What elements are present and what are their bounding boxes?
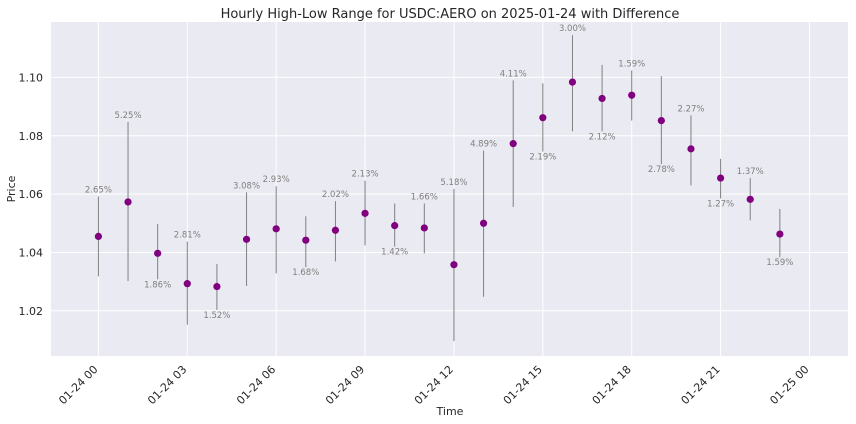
y-axis-ticks: 1.02 1.04 1.06 1.08 1.10: [19, 71, 44, 317]
price-point: [331, 226, 340, 234]
range-percent-label: 1.27%: [707, 199, 734, 209]
range-percent-label: 5.18%: [440, 178, 467, 188]
chart-title: Hourly High-Low Range for USDC:AERO on 2…: [221, 7, 680, 22]
price-point: [568, 78, 577, 86]
price-point: [539, 114, 547, 122]
range-percent-label: 2.12%: [589, 132, 616, 142]
range-percent-label: 2.19%: [529, 153, 556, 163]
range-percent-label: 4.89%: [470, 140, 497, 150]
price-points: [94, 78, 784, 291]
price-point: [657, 116, 665, 125]
y-tick-label: 1.06: [19, 188, 44, 201]
x-tick-label: 01-24 15: [501, 363, 545, 407]
x-tick-label: 01-24 03: [145, 363, 189, 407]
price-point: [302, 236, 310, 244]
price-point: [509, 140, 517, 148]
y-tick-label: 1.02: [19, 305, 44, 318]
price-point: [154, 249, 162, 257]
range-percent-label: 2.02%: [322, 190, 349, 200]
range-percent-label: 1.52%: [203, 311, 230, 321]
plot-background: [51, 22, 848, 356]
price-point: [598, 94, 606, 103]
price-point: [94, 232, 103, 241]
range-percent-label: 3.08%: [233, 181, 260, 191]
range-percent-label: 1.86%: [144, 280, 171, 290]
range-percent-label: 1.59%: [618, 59, 645, 69]
range-percent-label: 1.37%: [737, 167, 764, 177]
price-point: [479, 219, 488, 227]
x-tick-label: 01-24 12: [412, 363, 456, 407]
range-percent-label: 2.13%: [352, 170, 379, 180]
price-point: [213, 282, 221, 291]
range-percent-label: 1.42%: [381, 248, 408, 258]
x-tick-label: 01-25 00: [767, 363, 811, 407]
x-tick-label: 01-24 18: [590, 363, 634, 407]
x-tick-label: 01-24 21: [679, 363, 723, 407]
price-point: [242, 235, 251, 243]
range-percent-label: 2.27%: [677, 104, 704, 114]
price-point: [272, 225, 280, 233]
range-percent-label: 5.25%: [115, 111, 142, 121]
price-point: [450, 261, 458, 269]
price-point: [361, 209, 369, 217]
x-tick-label: 01-24 06: [234, 363, 278, 407]
x-axis-ticks: 01-24 00 01-24 03 01-24 06 01-24 09 01-24 12…: [56, 363, 811, 407]
range-percent-label: 2.93%: [263, 175, 290, 185]
y-tick-label: 1.08: [19, 130, 44, 143]
price-point: [124, 198, 132, 206]
price-point: [183, 280, 191, 288]
price-point: [746, 195, 754, 203]
range-percent-label: 2.81%: [174, 231, 201, 241]
range-percent-label: 2.78%: [648, 165, 675, 175]
range-percent-label: 1.59%: [766, 258, 793, 268]
x-tick-label: 01-24 00: [56, 363, 100, 407]
x-axis-label: Time: [436, 405, 464, 418]
range-percent-label: 2.65%: [85, 185, 112, 195]
range-percent-labels: 2.65% 5.25% 1.86% 2.81% 1.52% 3.08%2.93% 1.68%…: [85, 24, 793, 321]
price-point: [716, 174, 725, 182]
x-tick-label: 01-24 09: [323, 363, 367, 407]
price-point: [628, 91, 636, 99]
range-percent-label: 3.00%: [559, 24, 586, 34]
y-axis-label: Price: [5, 175, 18, 202]
range-percent-label: 1.66%: [411, 192, 438, 202]
y-tick-label: 1.04: [19, 246, 44, 259]
range-percent-label: 1.68%: [292, 268, 319, 278]
price-point: [687, 145, 695, 153]
price-point: [776, 230, 784, 238]
range-percent-label: 4.11%: [500, 69, 527, 79]
y-tick-label: 1.10: [19, 71, 44, 84]
price-point: [391, 222, 399, 230]
price-point: [420, 224, 428, 232]
